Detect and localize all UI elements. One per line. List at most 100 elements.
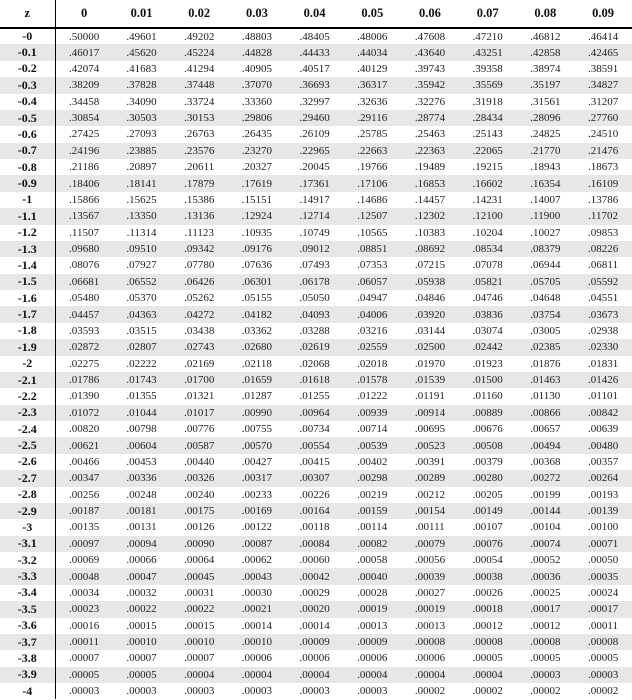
probability-cell: .01321 <box>184 390 215 403</box>
probability-cell: .01017 <box>184 406 215 419</box>
table-row: -2.2 .01390 .01355 .01321 .01287 .01255 .01222… <box>0 388 632 405</box>
table-header: z 0 0.01 0.02 0.03 0.04 0.05 0.06 0.07 0.08 0.09 <box>0 0 632 29</box>
probability-cell: .00060 <box>299 554 330 567</box>
probability-cell: .05155 <box>241 292 273 305</box>
probability-cell: .00015 <box>126 619 157 632</box>
probability-cell: .10204 <box>472 226 503 239</box>
probability-cell: .00042 <box>299 570 330 583</box>
column-header: 0.02 <box>170 0 229 29</box>
probability-cell: .12714 <box>299 210 330 223</box>
probability-cell: .50000 <box>68 30 100 43</box>
probability-cell: .00022 <box>184 603 215 616</box>
probability-cell: .02275 <box>68 357 100 370</box>
probability-cell: .00453 <box>126 455 157 468</box>
probability-cell: .00007 <box>126 652 157 665</box>
probability-cell: .00018 <box>472 603 503 616</box>
row-label-z: -2.2 <box>0 388 56 405</box>
row-label-z: -1.3 <box>0 240 56 258</box>
row-label-z: -2.5 <box>0 437 56 454</box>
probability-cell: .00005 <box>68 668 100 681</box>
probability-cell: .00144 <box>530 505 561 518</box>
probability-cell: .00240 <box>184 488 215 501</box>
probability-cell: .37828 <box>126 79 157 92</box>
probability-cell: .04093 <box>299 308 330 321</box>
probability-cell: .00003 <box>126 685 157 698</box>
probability-cell: .12924 <box>241 210 273 223</box>
probability-cell: .43640 <box>414 46 446 59</box>
probability-cell: .19489 <box>414 161 446 174</box>
probability-cell: .31207 <box>587 95 619 108</box>
probability-cell: .17106 <box>357 177 388 190</box>
probability-cell: .00011 <box>588 619 619 632</box>
probability-cell: .37448 <box>184 79 215 92</box>
table-row: -1.2 .11507 .11314 .11123 .10935 .10749 .10565… <box>0 224 632 241</box>
probability-cell: .49202 <box>184 30 215 43</box>
probability-cell: .06057 <box>357 275 388 288</box>
probability-cell: .03515 <box>126 324 157 337</box>
row-label-z: -1 <box>0 191 56 209</box>
probability-cell: .00298 <box>357 472 388 485</box>
probability-cell: .00233 <box>241 488 273 501</box>
column-header: 0.08 <box>516 0 575 29</box>
probability-cell: .00010 <box>184 636 215 649</box>
probability-cell: .00006 <box>299 652 330 665</box>
table-row: -0.7 .24196 .23885 .23576 .23270 .22965 .22663… <box>0 142 632 159</box>
probability-cell: .03920 <box>414 308 446 321</box>
probability-cell: .00734 <box>299 423 330 436</box>
probability-cell: .05480 <box>68 292 100 305</box>
row-label-z: -2.3 <box>0 404 56 421</box>
row-label-z: -0.3 <box>0 77 56 94</box>
table-row: -2.5 .00621 .00604 .00587 .00570 .00554 .00539… <box>0 437 632 454</box>
probability-cell: .17361 <box>299 177 330 190</box>
probability-cell: .20327 <box>241 161 273 174</box>
probability-cell: .00402 <box>357 455 388 468</box>
probability-cell: .02442 <box>472 341 503 354</box>
probability-cell: .00357 <box>587 455 619 468</box>
probability-cell: .12507 <box>357 210 388 223</box>
probability-cell: .09510 <box>126 243 157 256</box>
probability-cell: .31918 <box>472 95 503 108</box>
probability-cell: .02743 <box>184 341 215 354</box>
probability-cell: .00087 <box>241 537 273 550</box>
probability-cell: .36693 <box>299 79 330 92</box>
probability-cell: .00866 <box>530 406 561 419</box>
row-label-z: -3.3 <box>0 568 56 585</box>
probability-cell: .03673 <box>587 308 619 321</box>
probability-cell: .00657 <box>530 423 561 436</box>
table-row: -0.6 .27425 .27093 .26763 .26435 .26109 .25785… <box>0 126 632 143</box>
probability-cell: .05050 <box>299 292 330 305</box>
probability-cell: .30503 <box>126 112 157 125</box>
probability-cell: .00187 <box>68 505 100 518</box>
probability-cell: .32997 <box>299 95 330 108</box>
probability-cell: .25463 <box>414 128 446 141</box>
probability-cell: .00508 <box>472 439 503 452</box>
probability-cell: .41294 <box>184 62 215 75</box>
probability-cell: .06681 <box>68 275 100 288</box>
row-label-z: -0.4 <box>0 93 56 110</box>
table-row: -0.8 .21186 .20897 .20611 .20327 .20045 .19766… <box>0 159 632 176</box>
probability-cell: .35197 <box>530 79 561 92</box>
probability-cell: .11314 <box>126 226 157 239</box>
probability-cell: .00755 <box>241 423 273 436</box>
probability-cell: .31561 <box>530 95 561 108</box>
probability-cell: .00026 <box>472 586 503 599</box>
probability-cell: .45620 <box>126 46 157 59</box>
probability-cell: .02500 <box>414 341 446 354</box>
probability-cell: .00023 <box>68 603 100 616</box>
probability-cell: .36317 <box>357 79 388 92</box>
probability-cell: .00391 <box>414 455 446 468</box>
probability-cell: .00004 <box>241 668 273 681</box>
table-row: -2.9 .00187 .00181 .00175 .00169 .00164 .00159… <box>0 502 632 520</box>
probability-cell: .00466 <box>68 455 100 468</box>
probability-cell: .08534 <box>472 243 503 256</box>
probability-cell: .10027 <box>530 226 561 239</box>
probability-cell: .06426 <box>184 275 215 288</box>
probability-cell: .00002 <box>414 685 446 698</box>
table-row: -2.6 .00466 .00453 .00440 .00427 .00415 .00402… <box>0 453 632 471</box>
probability-cell: .00604 <box>126 439 157 452</box>
probability-cell: .00014 <box>241 619 273 632</box>
probability-cell: .15151 <box>241 193 273 206</box>
probability-cell: .22363 <box>414 144 446 157</box>
probability-cell: .00002 <box>587 685 619 698</box>
probability-cell: .00003 <box>530 668 561 681</box>
